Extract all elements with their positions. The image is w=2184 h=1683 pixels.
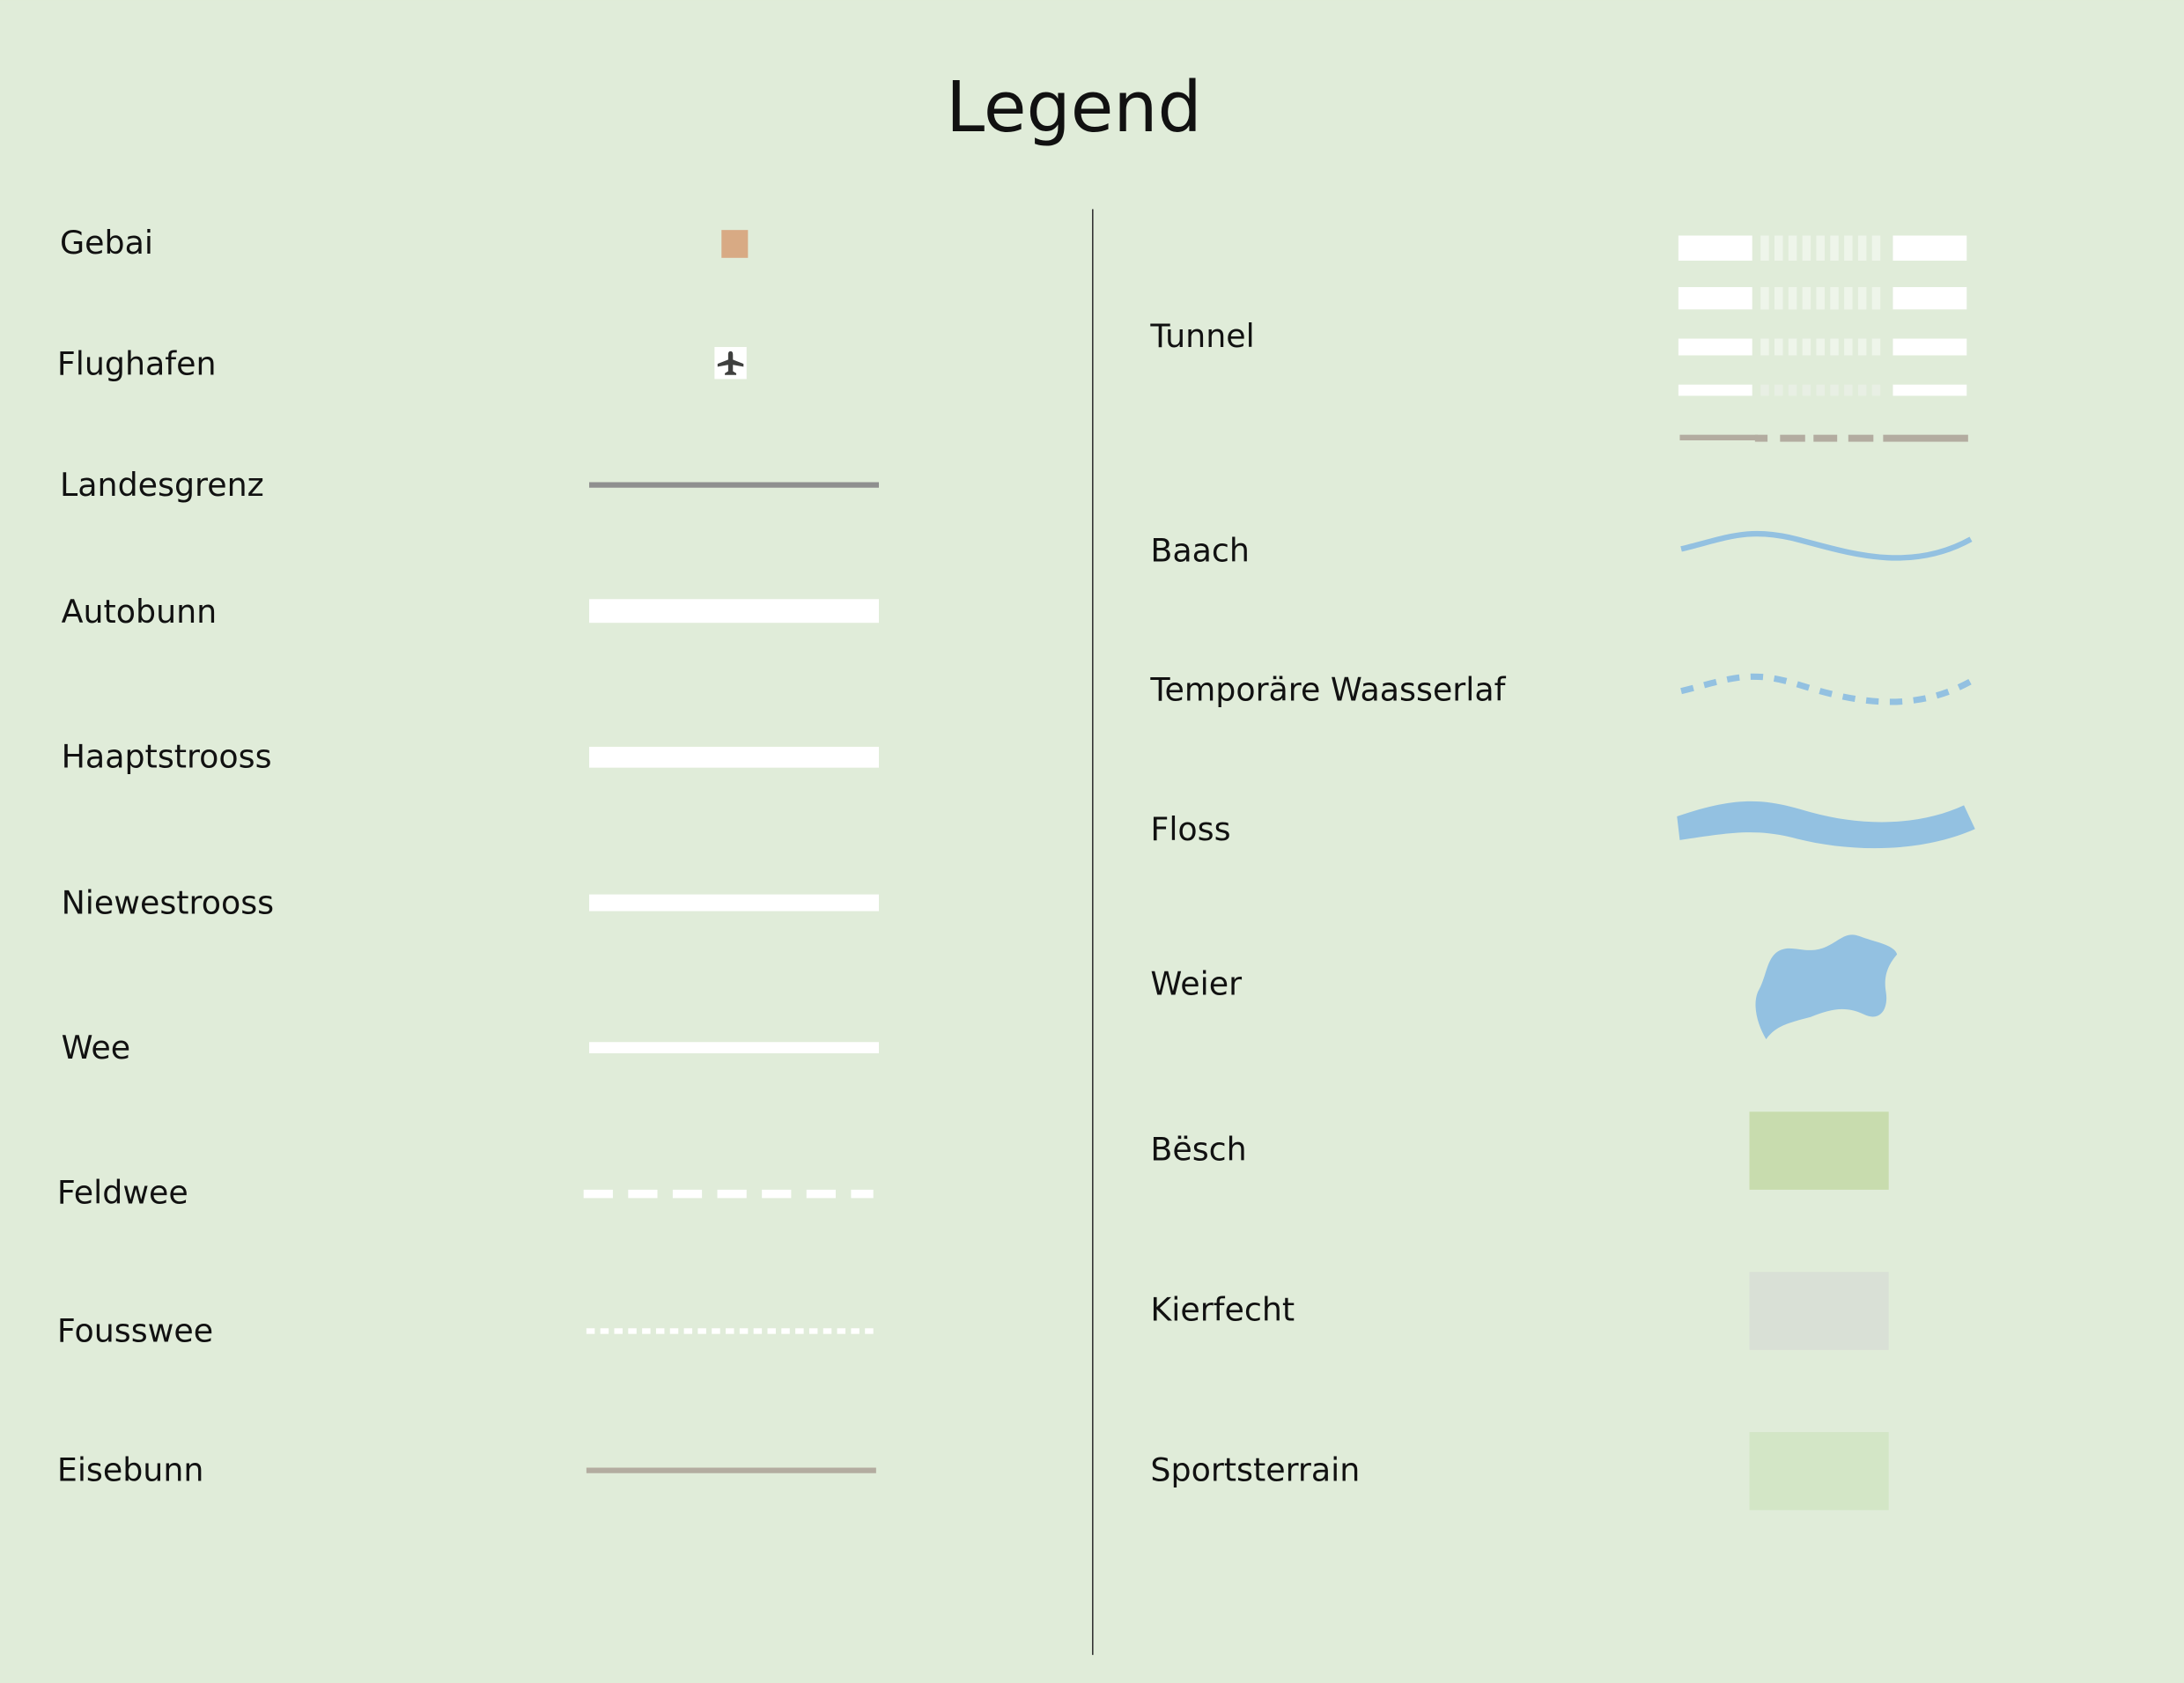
label-autobunn: Autobunn — [62, 593, 218, 631]
legend-title: Legend — [946, 67, 1201, 148]
label-feldwee: Feldwee — [57, 1174, 188, 1212]
main-road-line — [589, 746, 880, 768]
forest-area — [1749, 1111, 1889, 1190]
label-tunnel: Tunnel — [1149, 317, 1254, 355]
building-square-icon — [721, 230, 749, 258]
label-landesgrenz: Landesgrenz — [60, 466, 264, 504]
label-temporaere-waasserlaf: Temporäre Waasserlaf — [1149, 671, 1506, 709]
label-eisebunn: Eisebunn — [57, 1450, 204, 1488]
label-flughafen: Flughafen — [57, 345, 217, 383]
tunnel-motorway — [1678, 235, 1967, 261]
tunnel-lines — [1678, 235, 1968, 442]
intermittent-stream-line — [1680, 673, 1973, 705]
secondary-road-line — [589, 894, 880, 912]
label-gebai: Gebai — [60, 224, 153, 262]
label-niewestrooss: Niewestrooss — [62, 884, 275, 922]
tunnel-secondary-road — [1678, 338, 1967, 356]
label-floss: Floss — [1150, 810, 1230, 848]
sports-area — [1749, 1432, 1889, 1510]
motorway-line — [589, 599, 880, 624]
label-besch: Bësch — [1150, 1131, 1246, 1169]
cemetery-area — [1749, 1272, 1889, 1350]
stream-line — [1680, 530, 1973, 561]
tunnel-railway — [1679, 434, 1968, 442]
path-line — [589, 1042, 880, 1053]
label-fousswee: Fousswee — [57, 1311, 213, 1349]
label-baach: Baach — [1150, 532, 1250, 570]
pond-shape — [1755, 934, 1898, 1040]
label-weier: Weier — [1150, 964, 1242, 1002]
airplane-icon — [714, 347, 747, 380]
label-haaptstrooss: Haaptstrooss — [62, 738, 272, 776]
label-wee: Wee — [62, 1029, 131, 1067]
river-band — [1677, 801, 1975, 849]
label-sportsterrain: Sportsterrain — [1150, 1450, 1360, 1488]
tunnel-main-road — [1678, 287, 1967, 310]
label-kierfecht: Kierfecht — [1150, 1291, 1295, 1329]
tunnel-path — [1678, 384, 1967, 396]
